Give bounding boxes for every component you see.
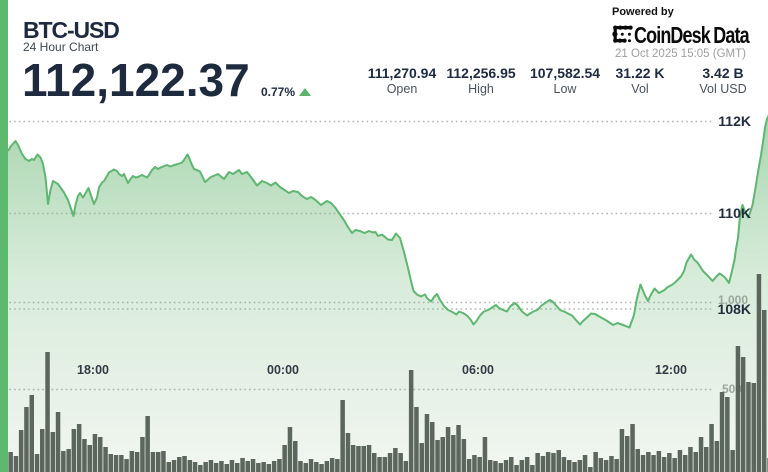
svg-text:112K: 112K [718,113,751,129]
svg-text:12:00: 12:00 [655,363,687,377]
svg-text:18:00: 18:00 [77,363,109,377]
svg-text:110K: 110K [718,205,751,221]
svg-text:1,000: 1,000 [718,293,748,307]
svg-text:00:00: 00:00 [267,363,299,377]
svg-text:06:00: 06:00 [462,363,494,377]
svg-text:108K: 108K [718,301,751,317]
